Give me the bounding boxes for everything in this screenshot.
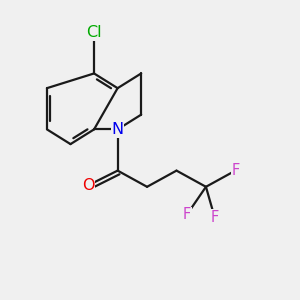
Text: F: F [183, 207, 191, 222]
Text: Cl: Cl [86, 25, 102, 40]
Text: N: N [112, 122, 124, 137]
Text: O: O [82, 178, 94, 193]
Text: F: F [231, 163, 239, 178]
Text: F: F [211, 210, 219, 225]
